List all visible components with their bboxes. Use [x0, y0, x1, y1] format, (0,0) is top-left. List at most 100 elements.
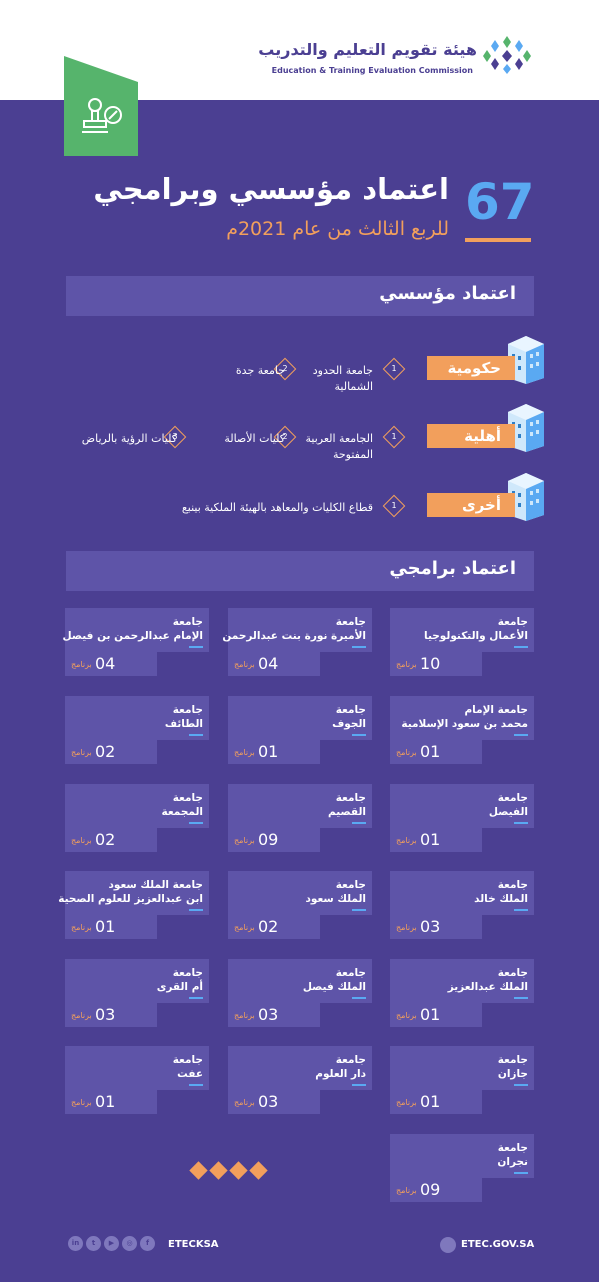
- facebook-icon[interactable]: f: [140, 1236, 155, 1251]
- card-accent-line: [352, 1084, 366, 1086]
- diamond-shape: [249, 1161, 268, 1180]
- program-unit-label: برنامج: [234, 1098, 255, 1107]
- university-name: جامعة الجوف: [332, 704, 366, 730]
- program-card: جامعة الإمام محمد بن سعود الإسلامية 01 برن…: [390, 696, 534, 764]
- program-card: جامعة دار العلوم 03 برنامج: [228, 1046, 372, 1114]
- logo-arabic: هيئة تقويم التعليم والتدريب: [258, 40, 477, 59]
- program-card: جامعة عفت 01 برنامج: [65, 1046, 209, 1114]
- program-unit-label: برنامج: [234, 836, 255, 845]
- building-icon: [508, 336, 544, 384]
- institution-name: جامعة جدة: [235, 364, 285, 377]
- program-count-box: 04 برنامج: [228, 652, 320, 676]
- category-label: أخرى: [427, 493, 515, 517]
- program-unit-label: برنامج: [234, 748, 255, 757]
- logo-mark-icon: [483, 36, 531, 74]
- program-card: جامعة الملك سعود 02 برنامج: [228, 871, 372, 939]
- program-unit-label: برنامج: [71, 748, 92, 757]
- program-count-box: 03 برنامج: [390, 915, 482, 939]
- program-unit-label: برنامج: [234, 923, 255, 932]
- youtube-icon[interactable]: ▶: [104, 1236, 119, 1251]
- program-card: جامعة الملك سعود ابن عبدالعزيز للعلوم ال…: [58, 871, 209, 939]
- university-name: جامعة الملك فيصل: [302, 967, 366, 993]
- program-unit-label: برنامج: [396, 748, 417, 757]
- card-accent-line: [189, 646, 203, 648]
- social-handle[interactable]: ETECKSA: [168, 1239, 219, 1250]
- university-name: جامعة الأميرة نورة بنت عبدالرحمن: [222, 616, 366, 642]
- program-count: 02: [258, 917, 279, 936]
- card-accent-line: [352, 734, 366, 736]
- program-unit-label: برنامج: [234, 1011, 255, 1020]
- institution-name: قطاع الكليات والمعاهد بالهيئة الملكية بي…: [181, 501, 373, 514]
- card-accent-line: [352, 646, 366, 648]
- university-name: جامعة جازان: [497, 1054, 528, 1080]
- total-count-underline: [465, 238, 531, 242]
- card-accent-line: [352, 997, 366, 999]
- page-subtitle: للربع الثالث من عام 2021م: [226, 218, 449, 240]
- card-accent-line: [514, 734, 528, 736]
- university-name: جامعة الأعمال والتكنولوجيا: [424, 616, 528, 642]
- program-count: 10: [420, 654, 441, 673]
- page-title: اعتماد مؤسسي وبرامجي: [93, 172, 449, 206]
- program-count: 02: [95, 830, 116, 849]
- university-name: جامعة المجمعة: [161, 792, 203, 818]
- program-unit-label: برنامج: [71, 1011, 92, 1020]
- globe-icon: [440, 1237, 456, 1253]
- program-count-box: 02 برنامج: [228, 915, 320, 939]
- program-count-box: 10 برنامج: [390, 652, 482, 676]
- program-card: جامعة الجوف 01 برنامج: [228, 696, 372, 764]
- badge-number: 1: [391, 500, 397, 510]
- linkedin-icon[interactable]: in: [68, 1236, 83, 1251]
- category-label: حكومية: [427, 356, 515, 380]
- program-count: 03: [258, 1005, 279, 1024]
- institutional-banner: اعتماد مؤسسي: [66, 276, 534, 316]
- program-count-box: 03 برنامج: [65, 1003, 157, 1027]
- card-accent-line: [352, 909, 366, 911]
- decorative-diamonds: [189, 1161, 270, 1181]
- institutional-heading: اعتماد مؤسسي: [379, 283, 516, 304]
- diamond-shape: [229, 1161, 248, 1180]
- badge-number: 1: [391, 431, 397, 441]
- program-count: 03: [420, 917, 441, 936]
- programs-heading: اعتماد برامجي: [389, 558, 516, 579]
- instagram-icon[interactable]: ◎: [122, 1236, 137, 1251]
- program-count-box: 01 برنامج: [65, 915, 157, 939]
- number-badge: 1: [382, 357, 406, 381]
- program-count: 01: [420, 1092, 441, 1111]
- website-link[interactable]: ETEC.GOV.SA: [461, 1239, 535, 1250]
- program-count-box: 01 برنامج: [390, 1003, 482, 1027]
- program-unit-label: برنامج: [71, 1098, 92, 1107]
- program-count-box: 09 برنامج: [228, 828, 320, 852]
- category-label: أهلية: [427, 424, 515, 448]
- program-card: جامعة أم القرى 03 برنامج: [65, 959, 209, 1027]
- programs-banner: اعتماد برامجي: [66, 551, 534, 591]
- card-accent-line: [514, 646, 528, 648]
- program-count: 04: [95, 654, 116, 673]
- university-name: جامعة نجران: [497, 1142, 528, 1168]
- program-count-box: 01 برنامج: [390, 740, 482, 764]
- program-card: جامعة نجران 09 برنامج: [390, 1134, 534, 1202]
- program-unit-label: برنامج: [396, 836, 417, 845]
- logo-english: Education & Training Evaluation Commissi…: [271, 66, 473, 75]
- twitter-icon[interactable]: t: [86, 1236, 101, 1251]
- program-count-box: 01 برنامج: [65, 1090, 157, 1114]
- program-count: 01: [258, 742, 279, 761]
- program-card: جامعة الملك عبدالعزيز 01 برنامج: [390, 959, 534, 1027]
- program-count-box: 04 برنامج: [65, 652, 157, 676]
- card-accent-line: [189, 909, 203, 911]
- university-name: جامعة دار العلوم: [315, 1054, 366, 1080]
- program-card: جامعة الأعمال والتكنولوجيا 10 برنامج: [390, 608, 534, 676]
- number-badge: 1: [382, 494, 406, 518]
- program-count: 04: [258, 654, 279, 673]
- program-unit-label: برنامج: [396, 1011, 417, 1020]
- university-name: جامعة الإمام محمد بن سعود الإسلامية: [401, 704, 528, 730]
- program-count-box: 01 برنامج: [228, 740, 320, 764]
- stamp-icon: [82, 98, 122, 133]
- card-accent-line: [514, 822, 528, 824]
- card-accent-line: [514, 1172, 528, 1174]
- university-name: جامعة أم القرى: [156, 967, 203, 993]
- program-count-box: 03 برنامج: [228, 1003, 320, 1027]
- program-count: 03: [258, 1092, 279, 1111]
- card-accent-line: [514, 1084, 528, 1086]
- university-name: جامعة الملك خالد: [474, 879, 528, 905]
- program-card: جامعة الملك فيصل 03 برنامج: [228, 959, 372, 1027]
